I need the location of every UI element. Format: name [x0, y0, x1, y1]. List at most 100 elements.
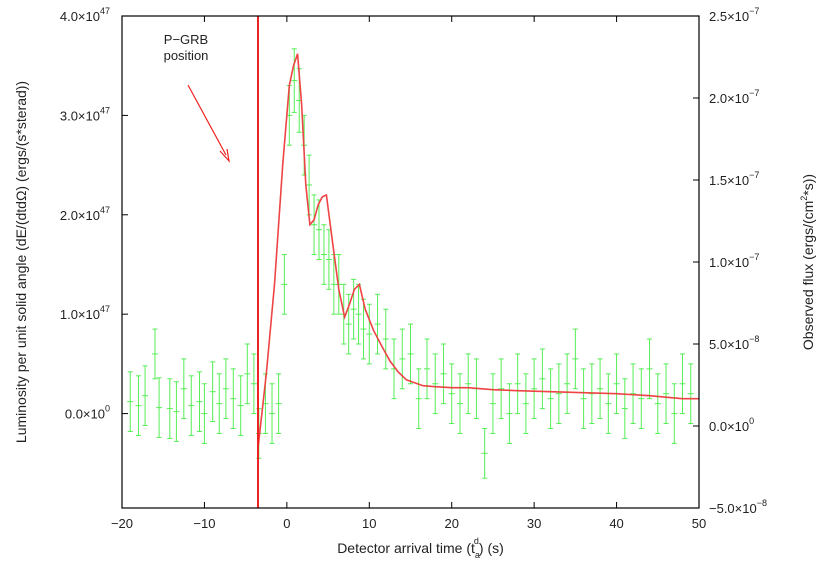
data-point: [135, 375, 142, 436]
data-point: [407, 323, 414, 385]
data-point: [613, 353, 620, 415]
tick-exponent: 47: [100, 304, 110, 314]
data-point: [281, 254, 288, 315]
y-left-axis-label: Luminosity per unit solid angle (dE/(dtd…: [13, 81, 29, 443]
data-point: [320, 224, 327, 285]
data-point: [374, 293, 381, 355]
x-axis-label-part: d: [474, 536, 479, 546]
data-point: [306, 154, 313, 216]
x-axis-label-part: ) (s): [479, 540, 504, 556]
data-point: [366, 303, 373, 365]
axes: [121, 15, 700, 509]
model-curve-layer: [257, 53, 699, 449]
data-point: [275, 373, 282, 434]
data-point: [173, 381, 180, 442]
data-point: [180, 358, 187, 420]
y-right-tick-label: 0.0×100: [709, 416, 754, 434]
data-point: [498, 358, 505, 420]
x-tick-label: −20: [111, 516, 133, 531]
data-point: [564, 353, 571, 415]
data-point: [311, 194, 318, 256]
data-point: [196, 371, 203, 432]
data-point: [316, 199, 323, 261]
data-point: [522, 373, 529, 434]
tick-exponent: −7: [749, 6, 759, 16]
x-axis-label-part: a: [475, 550, 480, 560]
model-curve: [257, 53, 699, 449]
axis-labels: Detector arrival time (tad) (s) Luminosit…: [13, 81, 816, 560]
data-point: [489, 373, 496, 434]
data-point: [230, 368, 237, 429]
data-point: [127, 371, 134, 432]
tick-exponent: −7: [749, 170, 759, 180]
data-point: [531, 358, 538, 420]
y-left-tick-label: 0.0×100: [65, 404, 110, 422]
annotation-label-line-2: position: [164, 48, 209, 63]
data-point: [646, 338, 653, 400]
data-point: [671, 383, 678, 444]
data-point: [547, 368, 554, 429]
data-point: [415, 368, 422, 429]
y-left-tick-label: 3.0×1047: [60, 105, 110, 123]
data-point: [222, 358, 229, 420]
y-right-axis-label-part: Observed flux (ergs/(cm: [800, 201, 816, 350]
tick-mantissa: 2.5×10: [709, 9, 749, 24]
tick-mantissa: 2.0×10: [60, 208, 100, 223]
data-point: [687, 363, 694, 425]
y-left-tick-label: 4.0×1047: [60, 6, 110, 24]
x-axis-label: Detector arrival time (tad) (s): [337, 536, 504, 560]
plot-frame: [121, 15, 700, 509]
x-axis-label-part: t: [471, 540, 475, 556]
y-right-axis-label: Observed flux (ergs/(cm2*s)): [799, 174, 816, 350]
tick-mantissa: 4.0×10: [60, 9, 100, 24]
x-tick-label: 50: [692, 516, 706, 531]
data-point: [166, 378, 173, 439]
y-right-tick-label: 2.5×10−7: [709, 6, 759, 24]
tick-exponent: 47: [100, 105, 110, 115]
y-left-tick-label: 1.0×1047: [60, 304, 110, 322]
data-point: [663, 363, 670, 425]
tick-exponent: 47: [100, 205, 110, 215]
data-point: [572, 328, 579, 390]
data-point: [432, 353, 439, 415]
tick-mantissa: 5.0×10: [709, 337, 749, 352]
tick-exponent: 0: [105, 404, 110, 414]
data-point: [244, 343, 251, 405]
tick-labels: −20 −10 0 10 20 30 40 500.0×1001.0×10472.0×1047…: [60, 6, 767, 531]
data-point: [654, 373, 661, 434]
annotation-label-line-1: P−GRB: [164, 32, 208, 47]
tick-mantissa: 0.0×10: [65, 407, 105, 422]
data-point: [465, 353, 472, 415]
data-point: [440, 343, 447, 405]
tick-mantissa: 1.0×10: [60, 307, 100, 322]
x-tick-label: 0: [283, 516, 290, 531]
data-point: [142, 365, 149, 427]
x-tick-label: 20: [444, 516, 458, 531]
data-point: [188, 375, 195, 436]
tick-exponent: 47: [100, 6, 110, 16]
data-point: [291, 48, 298, 113]
data-point: [391, 338, 398, 400]
data-point: [250, 353, 257, 415]
data-point: [201, 383, 208, 444]
data-point: [539, 348, 546, 410]
tick-mantissa: 1.5×10: [709, 173, 749, 188]
data-point: [269, 383, 276, 444]
annotation-arrowhead: [219, 148, 230, 163]
data-point: [423, 338, 430, 400]
x-axis-label-part: Detector arrival time (: [337, 540, 471, 556]
tick-mantissa: 1.0×10: [709, 255, 749, 270]
y-right-axis-label-part: *s)): [800, 174, 816, 196]
data-point: [580, 368, 587, 429]
data-point: [605, 373, 612, 434]
data-point: [638, 368, 645, 429]
data-point: [597, 358, 604, 420]
data-point: [621, 378, 628, 439]
tick-mantissa: −5.0×10: [709, 501, 757, 516]
tick-mantissa: 3.0×10: [60, 108, 100, 123]
data-point: [506, 383, 513, 444]
data-point: [382, 308, 389, 370]
tick-exponent: −7: [749, 252, 759, 262]
